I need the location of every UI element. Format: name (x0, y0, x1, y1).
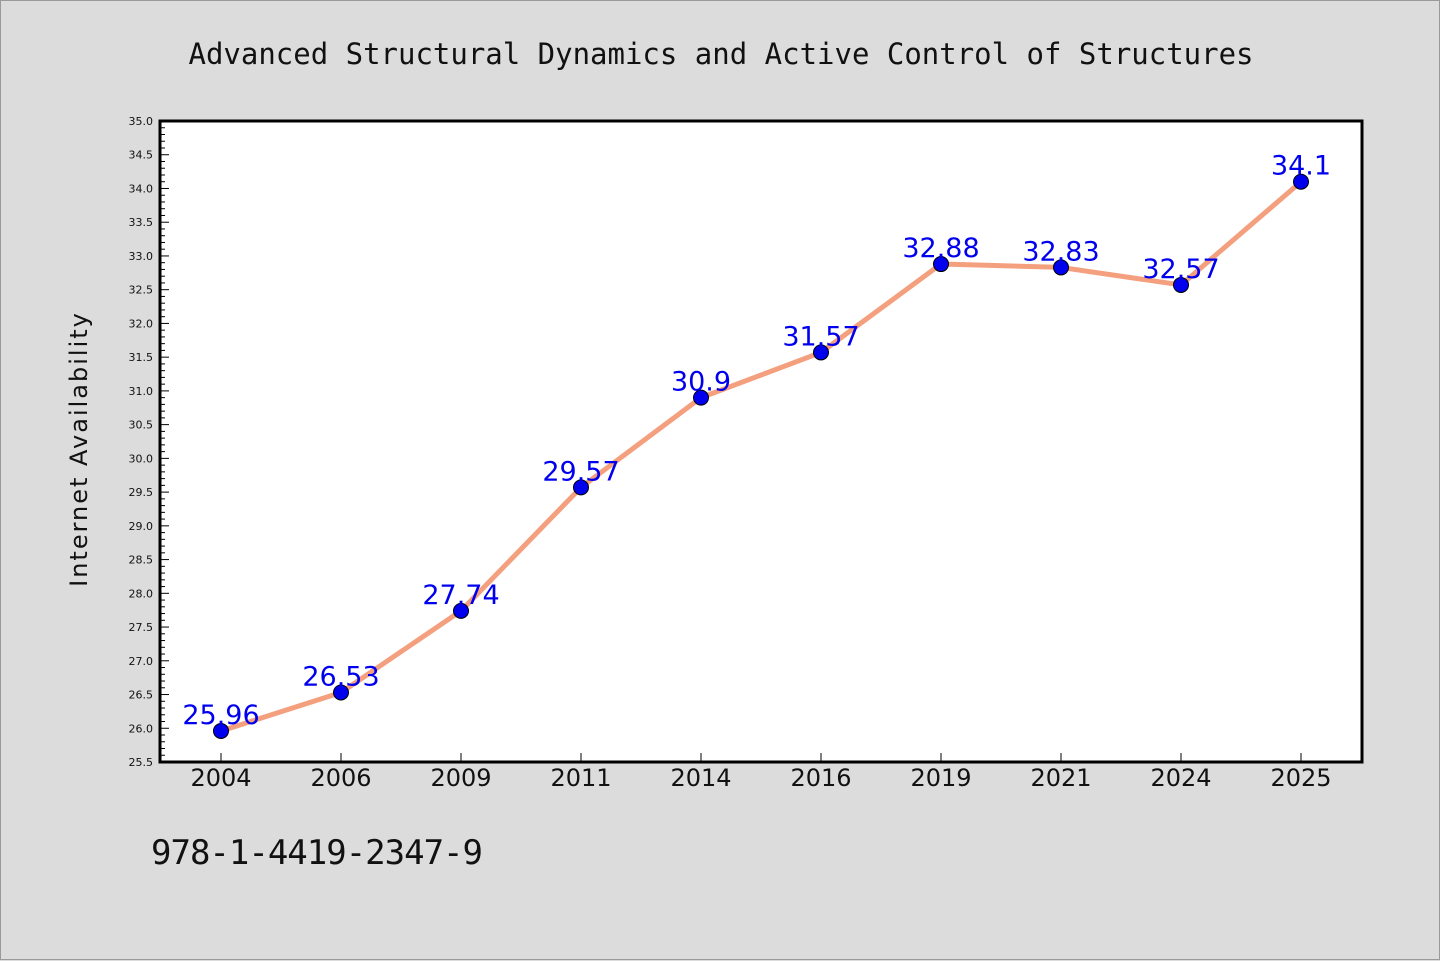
y-tick-label: 27.0 (129, 655, 154, 668)
y-tick-label: 31.0 (129, 385, 154, 398)
x-tick-label: 2025 (1270, 764, 1331, 792)
data-label: 32.88 (902, 233, 979, 264)
x-tick-label: 2016 (790, 764, 851, 792)
footer-code: 978-1-4419-2347-9 (151, 833, 483, 873)
x-tick-label: 2011 (550, 764, 611, 792)
y-tick-label: 29.0 (129, 520, 154, 533)
y-tick-label: 26.5 (129, 689, 154, 702)
x-tick-label: 2006 (310, 764, 371, 792)
x-tick-label: 2019 (910, 764, 971, 792)
data-label: 34.1 (1271, 151, 1331, 182)
y-tick-label: 27.5 (129, 621, 154, 634)
data-point (453, 602, 469, 619)
y-axis: 25.5 26.0 26.5 27.0 27.5 28.0 28.5 29.0 29.5 30.0… (129, 115, 169, 769)
data-label: 29.57 (542, 456, 619, 487)
data-label: 32.83 (1022, 236, 1099, 267)
data-point (933, 256, 949, 273)
y-tick-label: 32.5 (129, 284, 154, 297)
series-line (218, 179, 1304, 734)
y-tick-label: 35.0 (129, 115, 154, 128)
data-point (1293, 173, 1309, 190)
data-point (1053, 259, 1069, 276)
data-point (213, 722, 229, 739)
y-tick-label: 34.0 (129, 182, 154, 195)
data-point (573, 479, 589, 496)
data-point (693, 389, 709, 406)
x-tick-label: 2004 (190, 764, 251, 792)
data-point (1173, 276, 1189, 293)
y-tick-label: 30.5 (129, 419, 154, 432)
y-tick-label: 34.5 (129, 149, 154, 162)
data-label: 31.57 (782, 321, 859, 352)
data-point (813, 344, 829, 361)
y-tick-label: 30.0 (129, 452, 154, 465)
x-tick-label: 2009 (430, 764, 491, 792)
x-tick-label: 2024 (1150, 764, 1211, 792)
data-label: 30.9 (671, 367, 731, 398)
data-label: 32.57 (1142, 254, 1219, 285)
data-label: 25.96 (182, 700, 259, 731)
chart-title: Advanced Structural Dynamics and Active … (188, 37, 1253, 71)
series-layer: 25.96 26.53 27.74 29.57 30.9 31.57 32.88 32.83 3… (182, 151, 1331, 739)
y-tick-label: 31.5 (129, 351, 154, 364)
x-tick-label: 2021 (1030, 764, 1091, 792)
data-point (333, 684, 349, 701)
y-tick-label: 26.0 (129, 722, 154, 735)
data-label: 26.53 (302, 662, 379, 693)
y-tick-label: 33.0 (129, 250, 154, 263)
y-tick-label: 28.5 (129, 554, 154, 567)
y-tick-label: 29.5 (129, 486, 154, 499)
y-tick-label: 28.0 (129, 587, 154, 600)
y-tick-label: 33.5 (129, 216, 154, 229)
y-tick-label: 25.5 (129, 756, 154, 769)
x-tick-label: 2014 (670, 764, 731, 792)
y-axis-label: Internet Availability (65, 311, 93, 587)
x-axis: 2004 2006 2009 2011 2014 2016 2019 2021 2024 2025 (190, 753, 1332, 792)
data-label: 27.74 (422, 580, 499, 611)
plot-area (158, 119, 1364, 764)
y-tick-label: 32.0 (129, 317, 154, 330)
